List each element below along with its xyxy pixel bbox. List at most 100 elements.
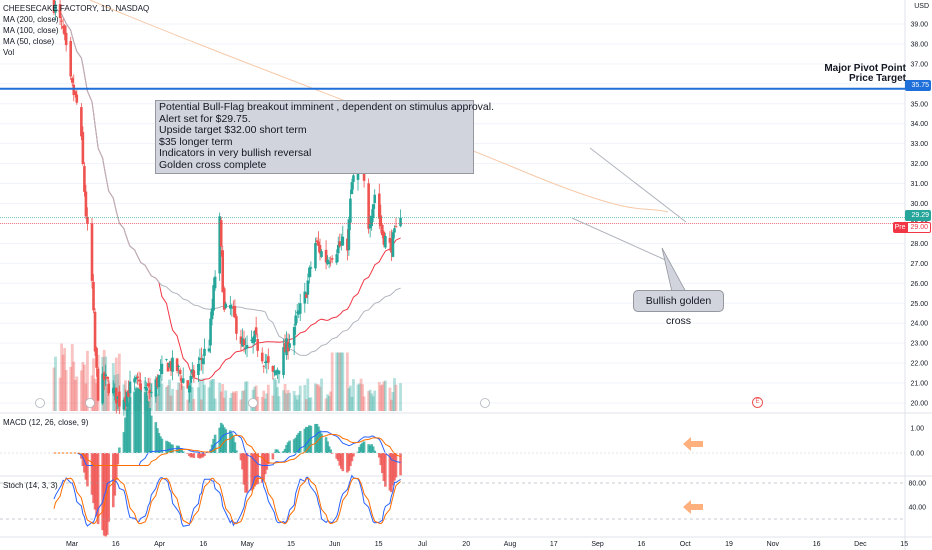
volume-bar	[201, 378, 205, 411]
volume-bar	[391, 392, 395, 411]
candle-body	[180, 378, 183, 383]
macd-histogram-bar	[149, 415, 153, 453]
macd-histogram-bar	[101, 453, 104, 531]
macd-histogram-bar	[315, 423, 319, 453]
macd-histogram-bar	[368, 445, 372, 453]
legend-macd[interactable]: MACD (12, 26, close, 9)	[3, 418, 89, 427]
volume-bar	[262, 390, 266, 411]
candle-body	[320, 251, 323, 257]
volume-bar	[175, 389, 179, 411]
time-tick-label: 15	[900, 541, 908, 548]
volume-bar	[73, 379, 77, 411]
volume-bar	[127, 393, 130, 411]
candle-body	[221, 250, 225, 293]
macd-histogram-bar	[288, 440, 291, 453]
candle-body	[271, 366, 275, 372]
candle-body	[159, 369, 162, 372]
candle-body	[111, 387, 115, 394]
macd-histogram-bar	[262, 453, 266, 480]
volume-bar	[307, 397, 311, 411]
candle-body	[256, 339, 259, 351]
macd-histogram-bar	[157, 433, 161, 453]
volume-bar	[383, 380, 387, 411]
macd-histogram-bar	[191, 453, 194, 457]
volume-bar	[190, 387, 194, 411]
legend-ma100[interactable]: MA (100, close)	[3, 26, 59, 35]
macd-histogram-bar	[178, 448, 182, 453]
macd-histogram-bar	[326, 441, 329, 453]
legend-ma200[interactable]: MA (200, close)	[3, 15, 59, 24]
macd-histogram-bar	[242, 453, 246, 485]
candle-body	[212, 285, 215, 311]
volume-bar	[84, 383, 88, 411]
volume-bar	[338, 352, 342, 411]
candle-body	[177, 366, 180, 367]
volume-bar	[117, 353, 121, 411]
volume-bar	[388, 387, 392, 411]
candle-body	[370, 215, 373, 227]
macd-histogram-bar	[92, 453, 95, 504]
candle-body	[267, 356, 270, 363]
macd-histogram-bar	[370, 444, 373, 453]
candle-body	[171, 357, 174, 372]
macd-histogram-bar	[95, 453, 98, 517]
price-tick-label: 35.00	[910, 101, 928, 108]
macd-histogram-bar	[154, 422, 158, 453]
price-tick-label: 28.00	[910, 241, 928, 248]
candle-body	[175, 358, 179, 371]
macd-histogram-bar	[394, 453, 398, 478]
candle-body	[329, 260, 332, 262]
volume-bar	[277, 396, 281, 411]
macd-histogram-bar	[379, 453, 383, 466]
earnings-dot	[248, 398, 258, 408]
candle-body	[181, 378, 185, 383]
macd-histogram-bar	[391, 453, 395, 486]
time-tick-label: Mar	[66, 541, 79, 548]
callout-line-3: Upside target $32.00 short term	[159, 124, 307, 137]
time-tick-label: Jul	[418, 541, 427, 548]
candle-body	[239, 336, 243, 344]
macd-histogram-bar	[169, 444, 173, 453]
volume-bar	[282, 390, 285, 411]
callout-line-5: Indicators in very bullish reversal	[159, 147, 312, 160]
macd-histogram-bar	[314, 423, 317, 453]
legend-ma50[interactable]: MA (50, close)	[3, 37, 55, 46]
candle-body	[294, 315, 297, 326]
candle-body	[222, 288, 226, 310]
volume-bar	[273, 377, 276, 411]
candle-body	[282, 347, 285, 376]
macd-histogram-bar	[282, 451, 285, 453]
candle-body	[309, 267, 313, 269]
volume-bar	[393, 378, 396, 411]
macd-histogram-bar	[399, 453, 402, 476]
volume-bar	[380, 384, 384, 411]
volume-bar	[288, 392, 291, 411]
macd-histogram-bar	[329, 449, 332, 453]
volume-bar	[114, 357, 118, 411]
golden-cross-callout[interactable]: Bullish golden cross	[633, 290, 724, 327]
volume-bar	[394, 384, 398, 411]
candle-body	[118, 391, 121, 407]
volume-bar	[315, 384, 319, 411]
volume-bar	[198, 378, 202, 411]
candle-body	[254, 327, 258, 335]
macd-histogram-bar	[84, 453, 88, 480]
macd-histogram-bar	[104, 453, 107, 537]
macd-histogram-bar	[250, 453, 253, 491]
volume-bar	[324, 398, 328, 411]
macd-histogram-bar	[277, 451, 281, 453]
legend-vol[interactable]: Vol	[3, 48, 15, 57]
candle-body	[92, 281, 95, 311]
legend-stoch[interactable]: Stoch (14, 3, 3)	[3, 481, 58, 490]
candle-body	[297, 310, 301, 315]
macd-histogram-bar	[239, 453, 243, 461]
candle-body	[137, 379, 141, 382]
analysis-callout[interactable]: Potential Bull-Flag breakout imminent , …	[155, 100, 494, 174]
time-tick-label: Jun	[329, 541, 340, 548]
earnings-marker[interactable]: E	[752, 397, 763, 408]
candle-body	[166, 362, 170, 372]
volume-bar	[197, 387, 200, 411]
legend-symbol[interactable]: CHEESECAKE FACTORY, 1D, NASDAQ	[3, 4, 150, 13]
price-tick-label: 39.00	[910, 21, 928, 28]
